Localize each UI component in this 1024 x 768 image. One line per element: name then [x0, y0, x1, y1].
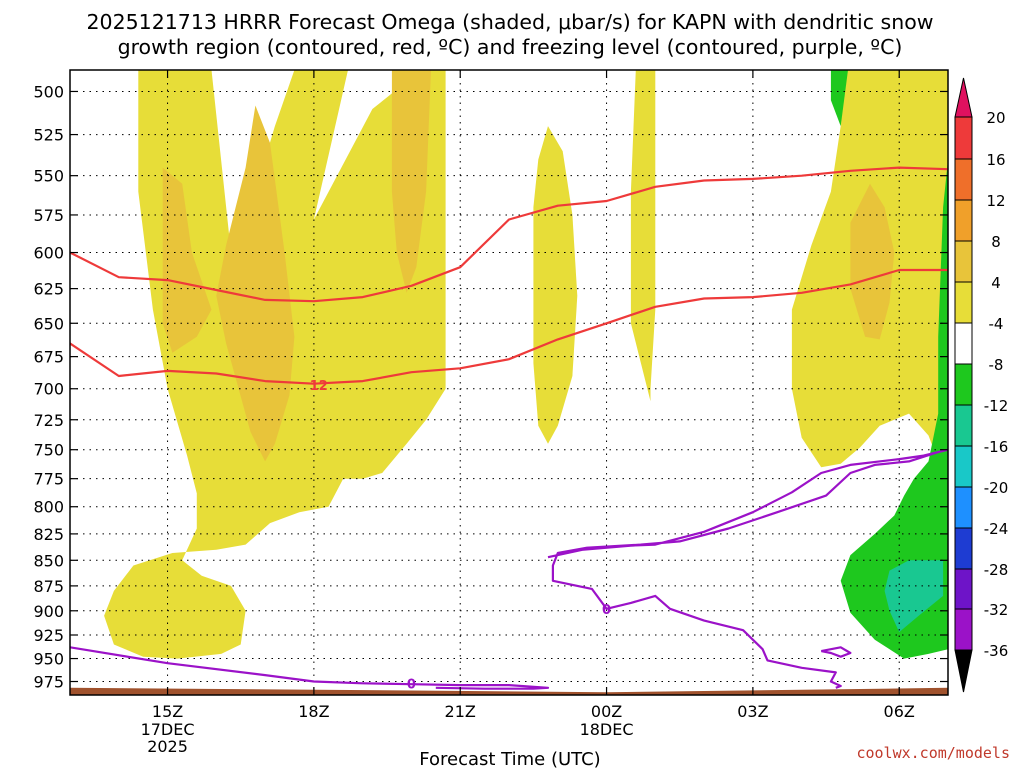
- colorbar-segment: [954, 199, 973, 242]
- y-tick-label: 925: [33, 626, 64, 645]
- x-tick-label: 15Z: [152, 702, 183, 721]
- y-tick-label: 650: [33, 314, 64, 333]
- x-tick-label: 18Z: [298, 702, 329, 721]
- colorbar-label: -20: [984, 479, 1009, 497]
- colorbar-label: 4: [991, 274, 1001, 292]
- x-axis-label: Forecast Time (UTC): [419, 749, 600, 768]
- y-tick-label: 875: [33, 577, 64, 596]
- y-axis-ticks: 500 525 550 575 600 625 650 675 700 725 750 775 800 8…: [33, 82, 948, 692]
- y-tick-label: 725: [33, 411, 64, 430]
- colorbar-label: -4: [989, 315, 1004, 333]
- omega-region-2: [533, 126, 578, 444]
- y-tick-label: 500: [33, 82, 64, 101]
- colorbar-label: -8: [989, 356, 1004, 374]
- red-contour-label: 12: [310, 379, 328, 394]
- colorbar-bottom-arrow: [954, 649, 973, 693]
- colorbar-label: -32: [984, 601, 1009, 619]
- colorbar-label: -36: [984, 642, 1009, 660]
- y-tick-label: 850: [33, 551, 64, 570]
- y-tick-label: 600: [33, 244, 64, 263]
- omega-region-6: [216, 105, 295, 462]
- colorbar-segment: [954, 158, 973, 201]
- x-tick-sublabel: 17DEC: [141, 720, 195, 739]
- colorbar-label: 16: [986, 151, 1005, 169]
- y-tick-label: 900: [33, 602, 64, 621]
- plot-frame: [69, 69, 949, 696]
- purple-contour-1: [70, 646, 550, 690]
- colorbar-segment: [954, 527, 973, 570]
- y-tick-label: 575: [33, 206, 64, 225]
- ground-terrain: [70, 687, 948, 695]
- omega-region-10: [840, 159, 948, 659]
- colorbar-label: -12: [984, 397, 1009, 415]
- omega-region-9: [830, 70, 848, 127]
- contour-lines: 12 0 0: [70, 166, 948, 692]
- credit-link[interactable]: coolwx.com/models: [856, 744, 1010, 762]
- red-contour-2: [70, 268, 948, 385]
- colorbar-label: -16: [984, 438, 1009, 456]
- chart-title-line1: 2025121713 HRRR Forecast Omega (shaded, …: [86, 10, 933, 34]
- omega-region-3: [630, 70, 656, 402]
- purple-contour-label: 0: [602, 603, 611, 618]
- omega-region-8: [850, 183, 895, 340]
- y-tick-label: 675: [33, 348, 64, 367]
- y-tick-label: 800: [33, 498, 64, 517]
- x-tick-label: 03Z: [737, 702, 768, 721]
- y-tick-label: 750: [33, 441, 64, 460]
- y-tick-label: 975: [33, 673, 64, 692]
- colorbar-label: -24: [984, 520, 1009, 538]
- colorbar: 20 16 12 8 4 -4 -8 -12 -16 -20 -24 -28 -32 -36: [954, 77, 1009, 693]
- red-contour-1: [70, 166, 948, 303]
- colorbar-segment: [954, 322, 973, 365]
- colorbar-top-arrow: [954, 77, 973, 118]
- chart-title-line2: growth region (contoured, red, ºC) and f…: [118, 35, 903, 59]
- colorbar-segment: [954, 486, 973, 529]
- omega-region-5: [162, 167, 212, 353]
- colorbar-segment: [954, 363, 973, 406]
- y-tick-label: 700: [33, 380, 64, 399]
- purple-contour-label: 0: [407, 677, 416, 692]
- colorbar-segment: [954, 608, 973, 651]
- colorbar-segment: [954, 404, 973, 447]
- x-tick-label: 00Z: [591, 702, 622, 721]
- colorbar-label: 20: [986, 109, 1005, 127]
- colorbar-segment: [954, 445, 973, 488]
- colorbar-label: 12: [986, 192, 1005, 210]
- x-tick-sublabel: 2025: [147, 737, 188, 756]
- grid-lines: [70, 70, 948, 695]
- x-tick-label: 21Z: [445, 702, 476, 721]
- y-tick-label: 550: [33, 167, 64, 186]
- x-tick-sublabel: 18DEC: [580, 720, 634, 739]
- colorbar-label: -28: [984, 561, 1009, 579]
- colorbar-label: 8: [991, 233, 1001, 251]
- colorbar-segment: [954, 568, 973, 610]
- colorbar-segment: [954, 240, 973, 283]
- omega-region-7: [391, 70, 431, 293]
- x-tick-label: 06Z: [884, 702, 915, 721]
- purple-contour-3: [820, 646, 852, 658]
- y-tick-label: 775: [33, 470, 64, 489]
- y-tick-label: 950: [33, 650, 64, 669]
- y-tick-label: 825: [33, 525, 64, 544]
- y-tick-label: 525: [33, 126, 64, 145]
- purple-contour-2: [547, 448, 948, 689]
- colorbar-segment: [954, 116, 973, 160]
- omega-shaded-regions: [70, 70, 948, 695]
- colorbar-segment: [954, 281, 973, 324]
- y-tick-label: 625: [33, 280, 64, 299]
